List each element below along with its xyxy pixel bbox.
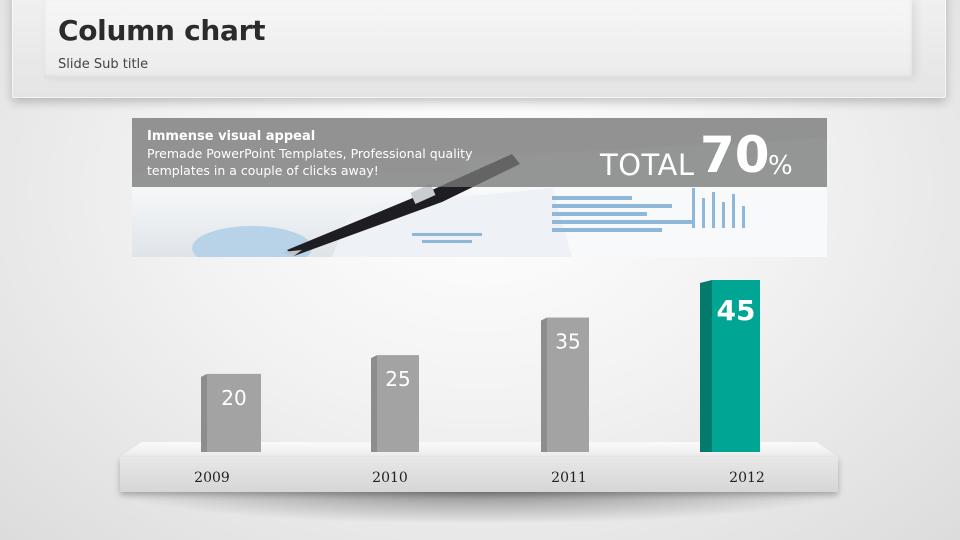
bar-side	[541, 317, 547, 452]
shelf-front	[120, 457, 838, 492]
banner-image: Immense visual appeal Premade PowerPoint…	[132, 118, 827, 257]
bar-2012: 45	[700, 280, 760, 452]
banner-text: Premade PowerPoint Templates, Profession…	[147, 146, 473, 178]
bar-2009: 20	[201, 373, 261, 452]
title-panel	[44, 0, 912, 78]
slide-title: Column chart	[58, 14, 266, 47]
total-word: TOTAL	[600, 148, 695, 182]
slide-subtitle: Slide Sub title	[58, 57, 149, 72]
x-tick-label-2009: 2009	[194, 470, 230, 486]
x-tick-label-2011: 2011	[551, 470, 587, 486]
banner-heading: Immense visual appeal	[147, 129, 316, 144]
x-tick-label-2012: 2012	[729, 470, 765, 486]
total-unit: %	[768, 151, 793, 181]
shelf-shadow	[120, 486, 838, 522]
bar-face	[377, 355, 419, 452]
bar-side	[700, 280, 712, 452]
data-label-2012: 45	[717, 294, 756, 327]
bar-face	[207, 373, 261, 452]
data-label-2011: 35	[555, 330, 580, 354]
bar-face	[547, 317, 589, 452]
bar-2010: 25	[371, 355, 419, 452]
bar-side	[371, 355, 377, 452]
bar-face	[712, 280, 760, 452]
bar-side	[201, 373, 207, 452]
banner-overlay	[132, 118, 827, 187]
bar-2011: 35	[541, 317, 589, 452]
shelf-top	[120, 442, 838, 457]
data-label-2009: 20	[221, 386, 246, 410]
x-tick-label-2010: 2010	[372, 470, 408, 486]
total-value: 70	[700, 126, 770, 184]
data-label-2010: 25	[385, 367, 410, 391]
